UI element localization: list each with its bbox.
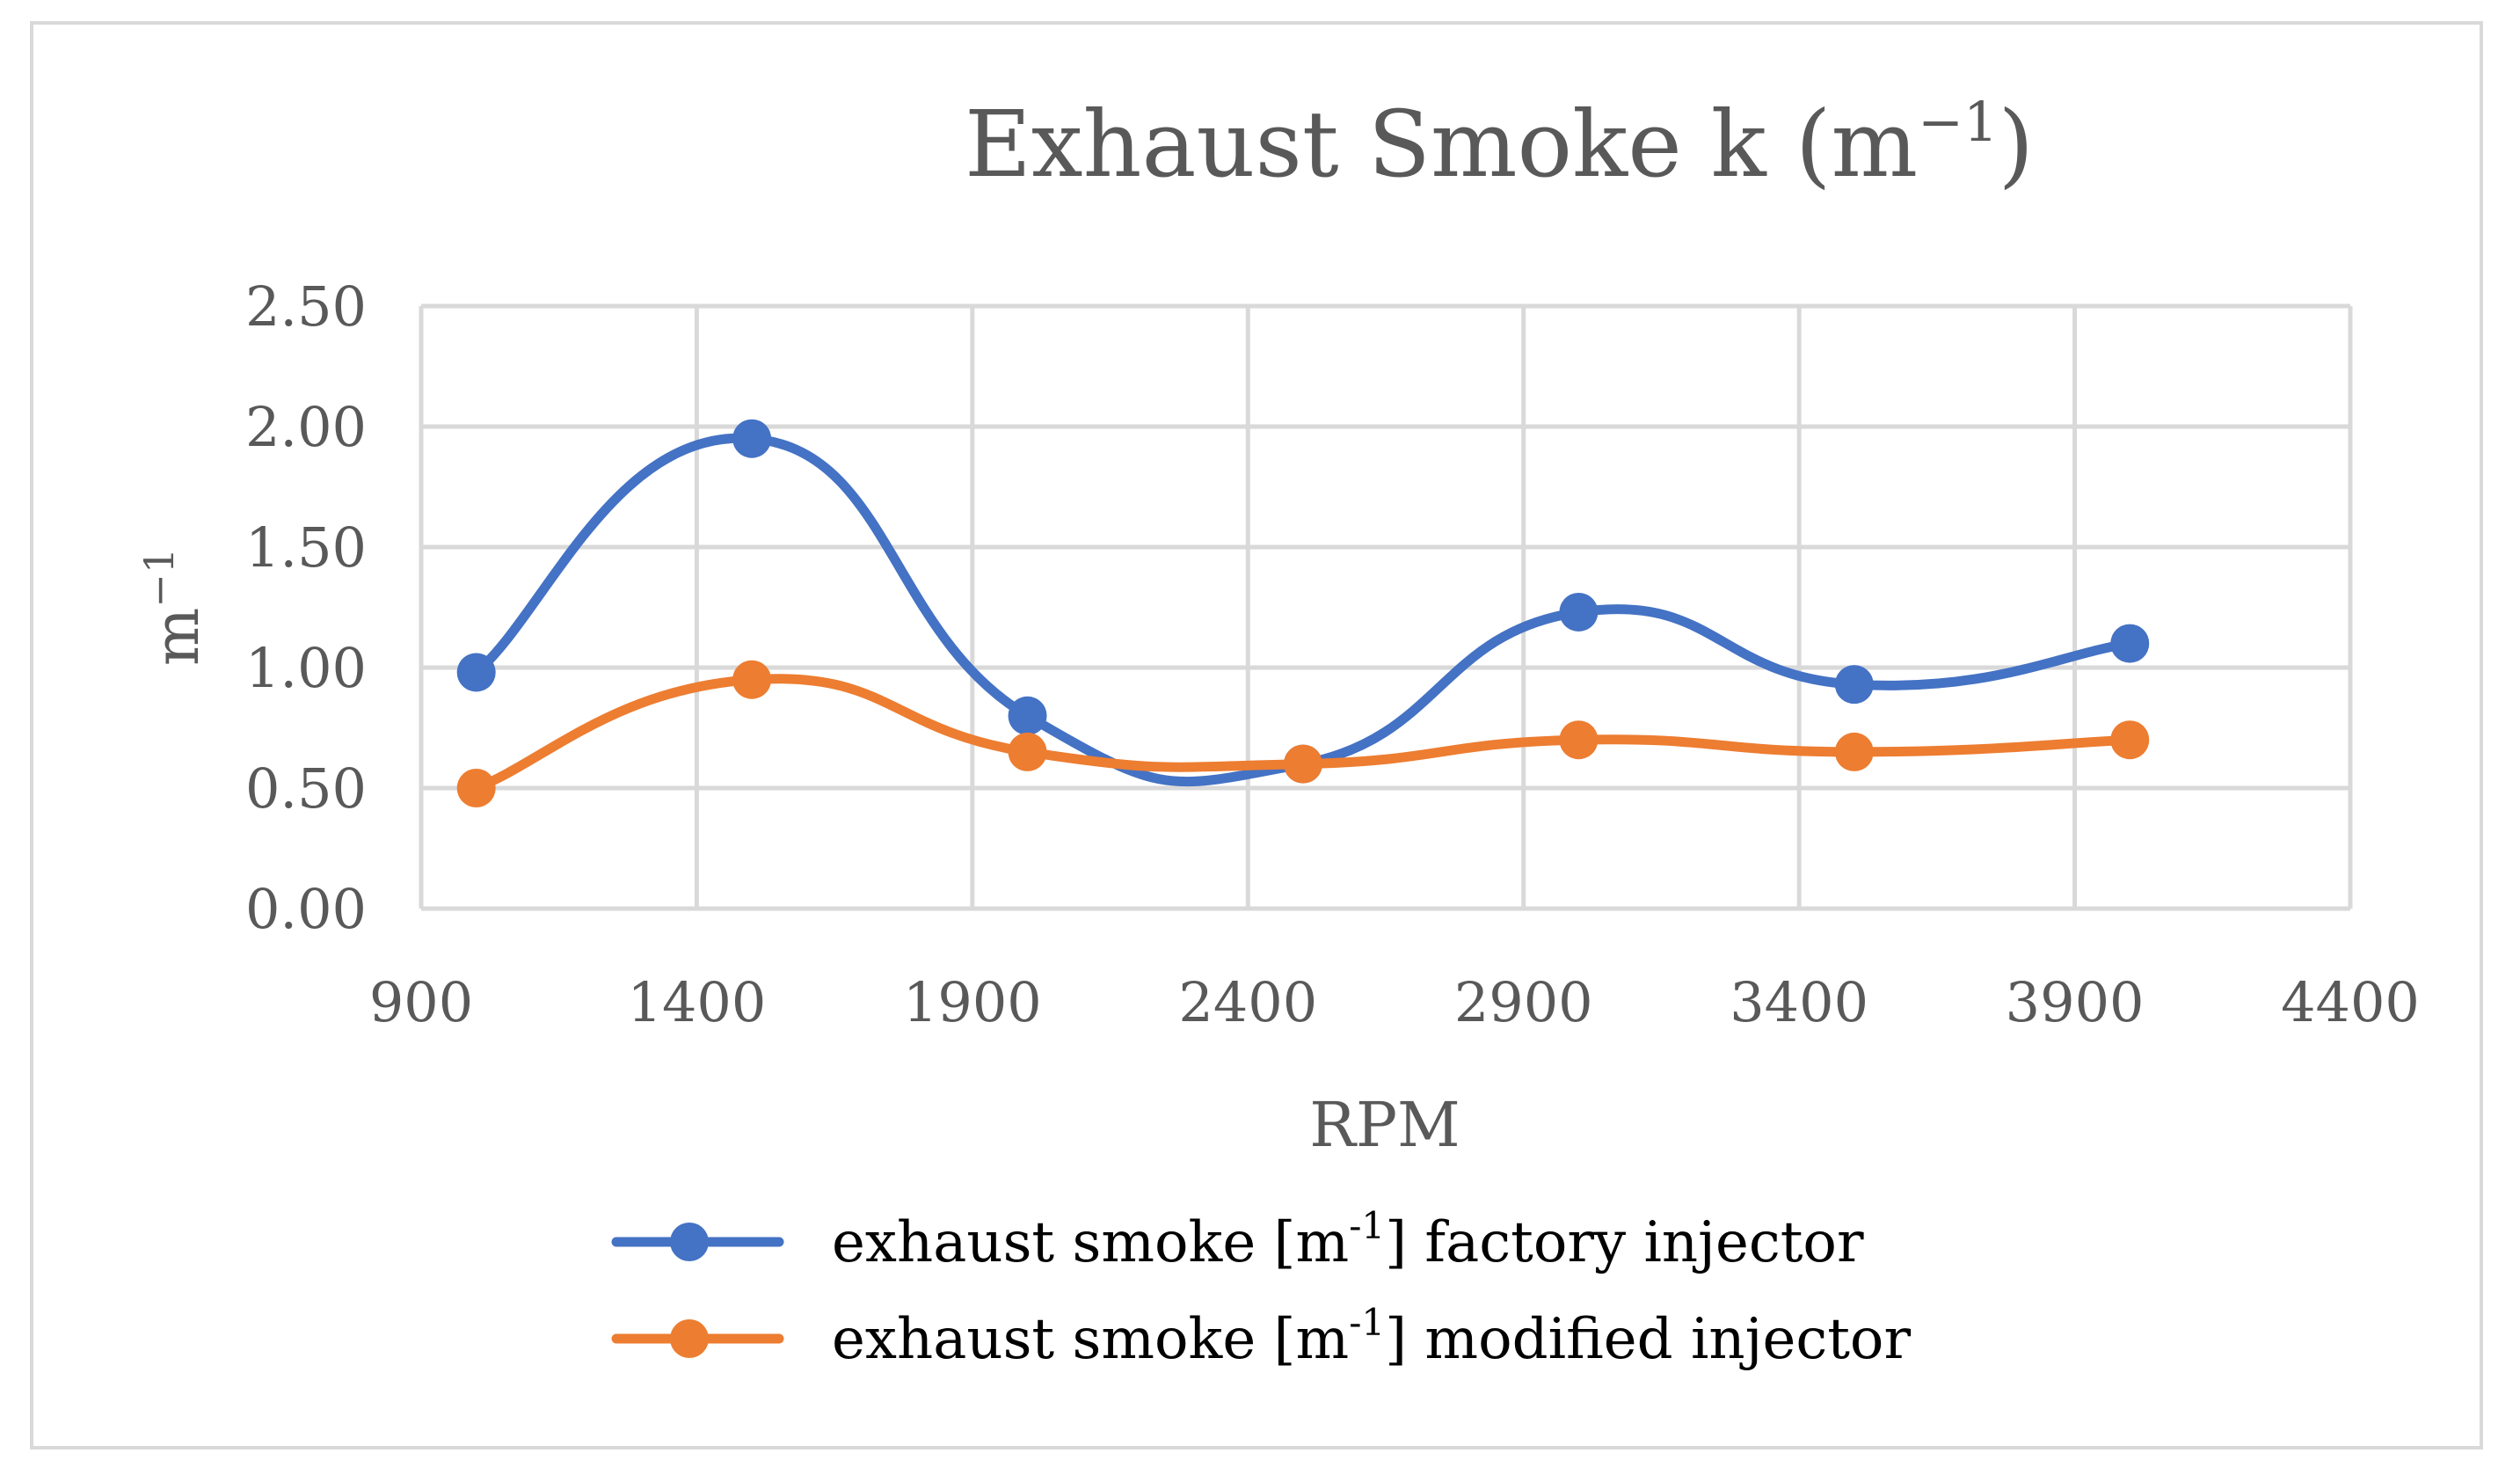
x-tick-label: 4400 xyxy=(2281,970,2420,1034)
series-line xyxy=(471,433,2135,787)
data-point xyxy=(2110,624,2150,663)
x-tick-label: 900 xyxy=(369,970,473,1034)
data-point xyxy=(1283,744,1322,784)
data-point xyxy=(1559,720,1599,760)
data-point xyxy=(1834,732,1874,771)
data-point xyxy=(456,769,496,807)
chart-title-superscript: −1 xyxy=(1918,90,1998,154)
series-factory-injector xyxy=(456,419,2150,787)
x-tick-label: 2900 xyxy=(1454,970,1593,1034)
x-tick-label: 3900 xyxy=(2006,970,2145,1034)
y-axis-tick-labels: 0.00 0.50 1.00 1.50 2.00 2.50 xyxy=(245,274,367,941)
x-tick-label: 1400 xyxy=(628,970,767,1034)
y-axis-title: m−1 xyxy=(135,548,213,666)
data-point xyxy=(2110,720,2150,760)
data-point xyxy=(456,653,496,692)
data-point xyxy=(1834,665,1874,705)
legend-marker-swatch xyxy=(670,1319,709,1358)
x-tick-label: 1900 xyxy=(903,970,1042,1034)
legend-item-modified-injector: exhaust smoke [m-1] modified injector xyxy=(611,1301,1911,1372)
data-point xyxy=(1559,592,1599,632)
data-point xyxy=(732,419,772,458)
axes xyxy=(419,306,2353,911)
data-point xyxy=(732,660,772,699)
y-axis-title-superscript: −1 xyxy=(135,548,183,608)
series-modified-injector xyxy=(456,660,2150,807)
legend-label: exhaust smoke [m-1] factory injector xyxy=(832,1204,1864,1275)
data-point xyxy=(1008,696,1047,735)
y-tick-label: 1.00 xyxy=(245,636,367,700)
data-point xyxy=(1008,732,1047,771)
y-tick-label: 2.50 xyxy=(245,274,367,339)
legend-item-factory-injector: exhaust smoke [m-1] factory injector xyxy=(611,1204,1864,1275)
legend-label: exhaust smoke [m-1] modified injector xyxy=(832,1301,1911,1372)
chart-title: Exhaust Smoke k (m−1) xyxy=(965,90,2034,198)
series xyxy=(456,419,2150,807)
grid xyxy=(419,303,2353,911)
x-tick-label: 3400 xyxy=(1730,970,1868,1034)
x-axis-title: RPM xyxy=(1309,1089,1460,1161)
legend: exhaust smoke [m-1] factory injector exha… xyxy=(611,1204,1911,1372)
legend-marker-swatch xyxy=(670,1223,709,1261)
y-tick-label: 0.00 xyxy=(245,877,367,941)
y-tick-label: 0.50 xyxy=(245,756,367,821)
y-tick-label: 2.00 xyxy=(245,395,367,459)
x-axis-tick-labels: 900 1400 1900 2400 2900 3400 3900 4400 xyxy=(369,970,2420,1034)
y-tick-label: 1.50 xyxy=(245,515,367,580)
x-tick-label: 2400 xyxy=(1178,970,1317,1034)
